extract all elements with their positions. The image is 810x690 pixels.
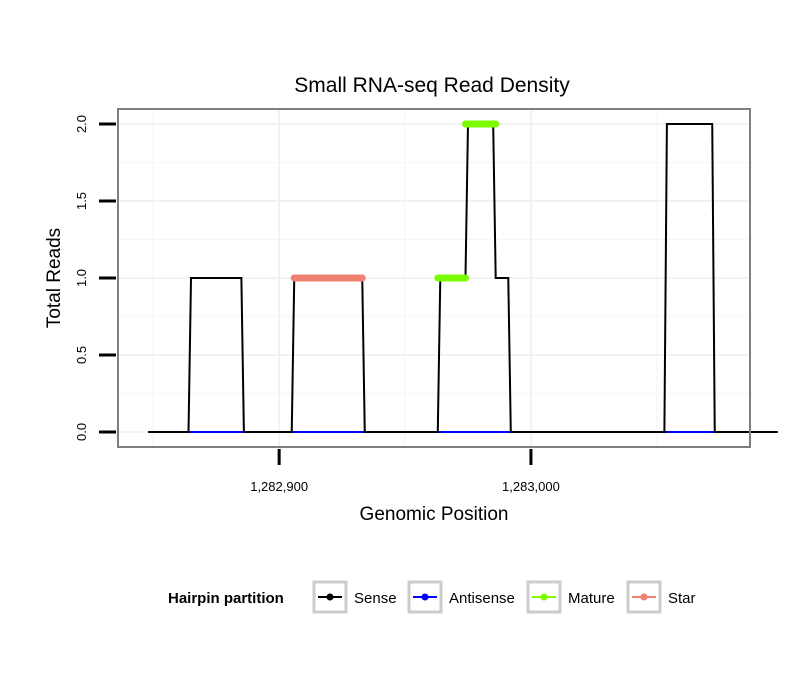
x-tick-label: 1,282,900 [250, 479, 308, 494]
legend-label: Antisense [449, 590, 515, 607]
y-tick-label: 0.0 [74, 423, 89, 441]
x-tick-label: 1,283,000 [502, 479, 560, 494]
legend-label: Mature [568, 590, 615, 607]
legend: Hairpin partition Sense Antisense Mature St… [168, 580, 696, 614]
y-axis: 0.0 0.5 1.0 1.5 2.0 [74, 115, 116, 441]
legend-title: Hairpin partition [168, 590, 284, 607]
x-axis-label: Genomic Position [360, 504, 509, 525]
y-tick-label: 1.5 [74, 192, 89, 210]
legend-key-point [540, 593, 548, 601]
plot-panel [117, 108, 778, 448]
x-axis: 1,282,900 1,283,000 [250, 449, 560, 494]
legend-key-point [640, 593, 648, 601]
legend-label: Star [668, 590, 696, 607]
legend-item: Mature [526, 580, 615, 614]
legend-label: Sense [354, 590, 397, 607]
plot-border [117, 108, 751, 448]
y-tick-label: 1.0 [74, 269, 89, 287]
legend-item: Antisense [407, 580, 515, 614]
y-tick-label: 2.0 [74, 115, 89, 133]
y-axis-label: Total Reads [44, 228, 65, 328]
legend-key-point [326, 593, 334, 601]
chart-title: Small RNA-seq Read Density [294, 74, 570, 97]
legend-key-point [421, 593, 429, 601]
y-tick-label: 0.5 [74, 346, 89, 364]
legend-item: Sense [312, 580, 397, 614]
legend-item: Star [626, 580, 696, 614]
